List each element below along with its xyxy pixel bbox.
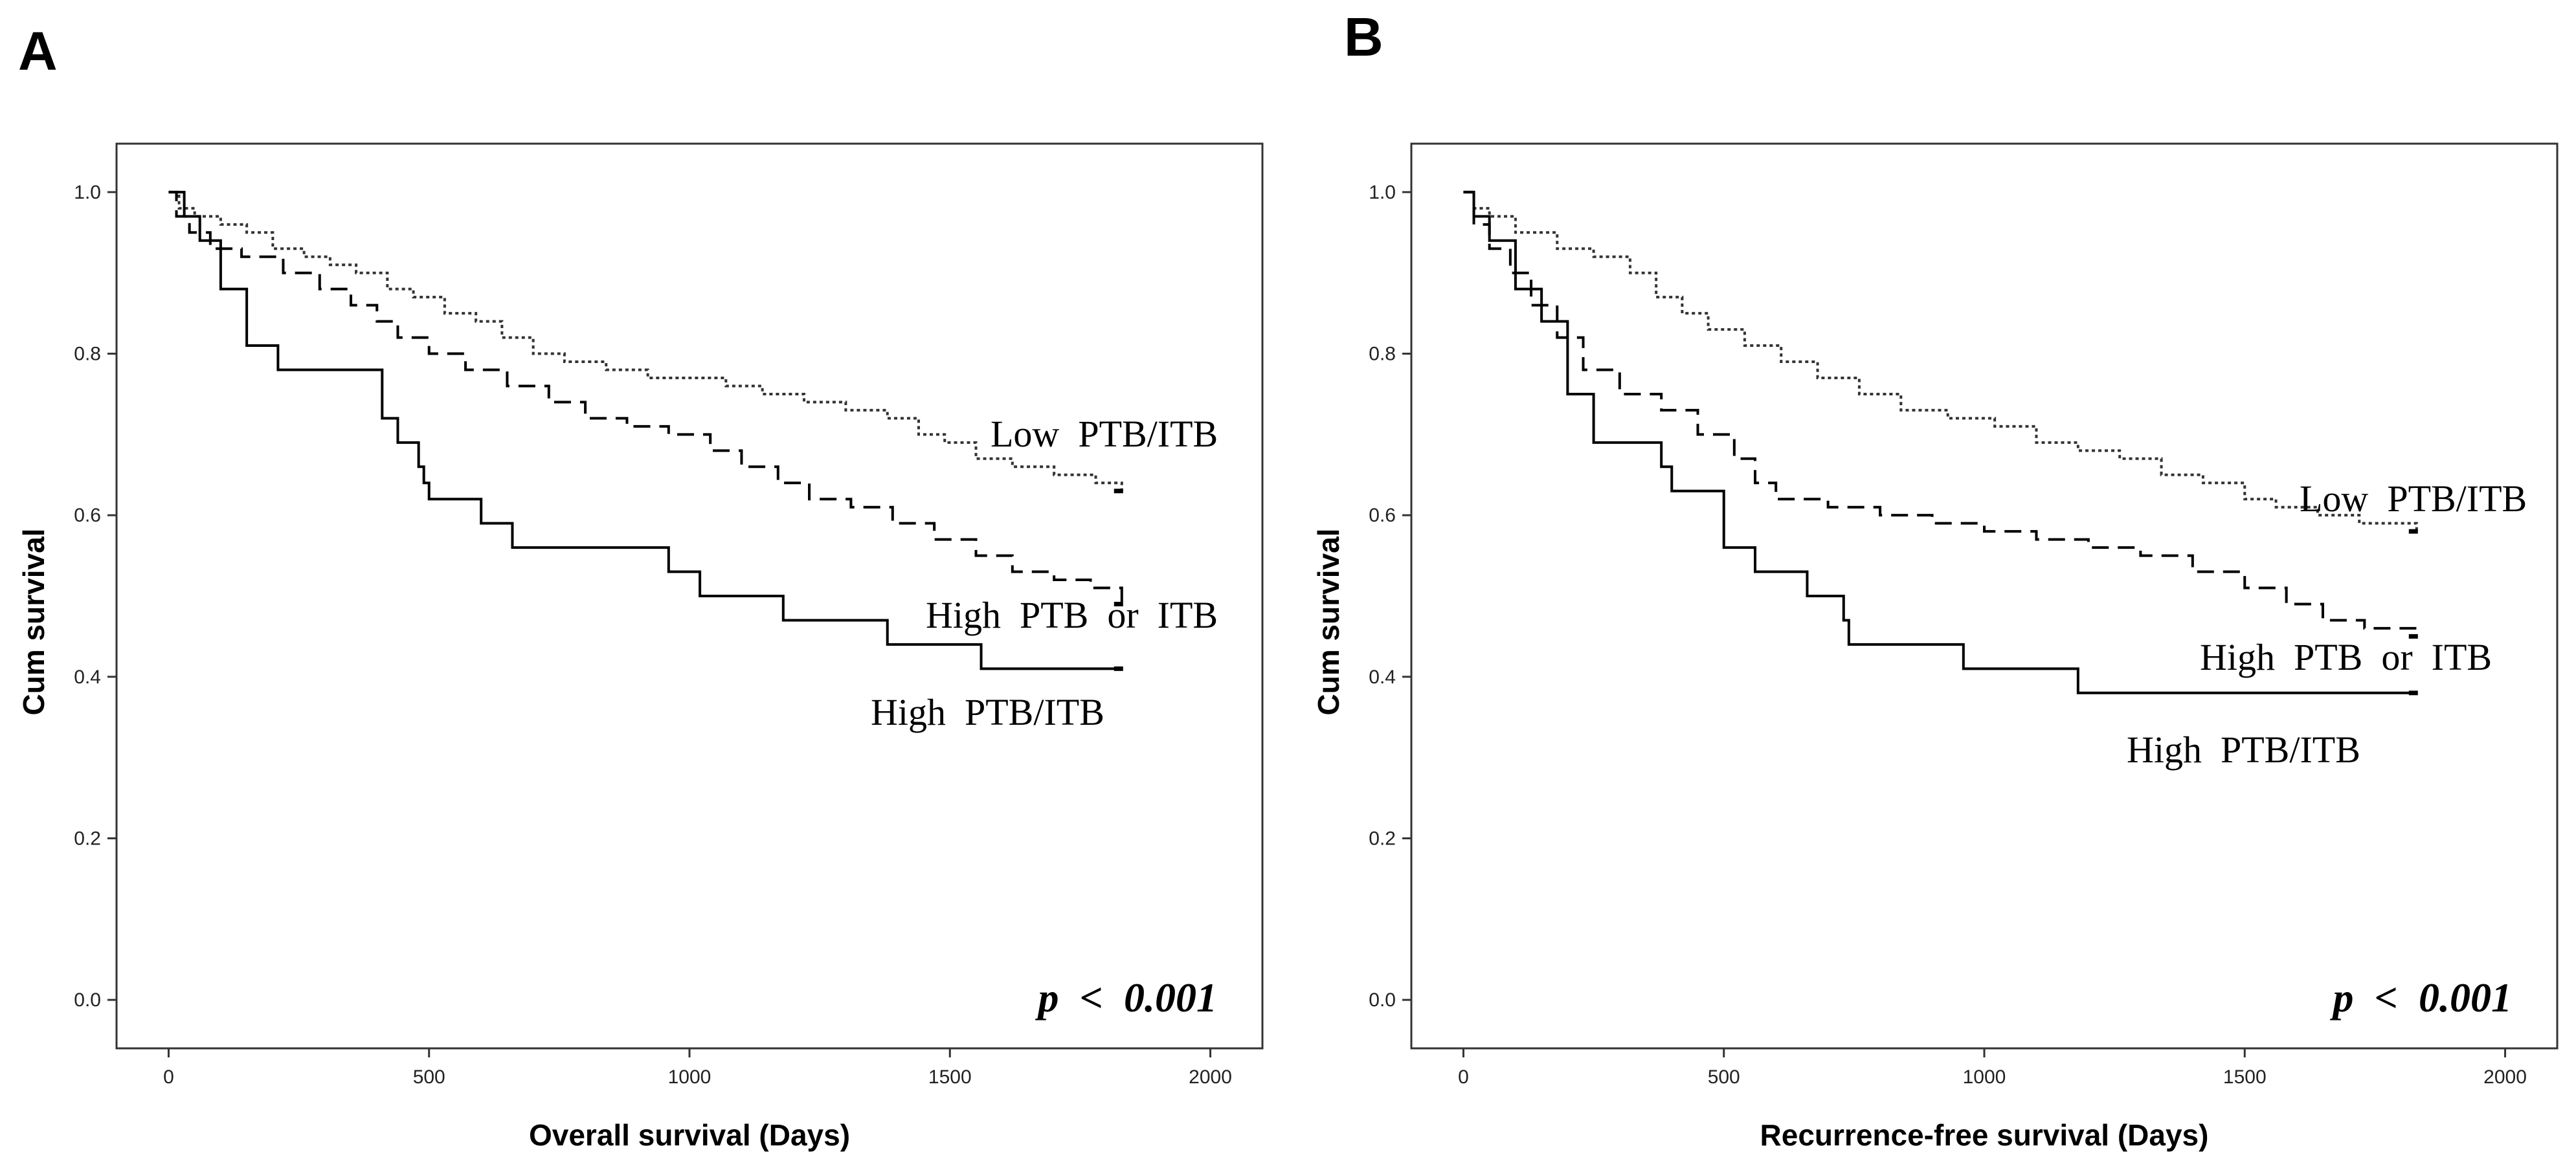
y-tick-label-b: 0.0 — [1369, 989, 1396, 1011]
x-tick-label-a: 0 — [163, 1066, 174, 1088]
y-tick-label-b: 0.6 — [1369, 505, 1396, 526]
x-tick-label-b: 500 — [1708, 1066, 1740, 1088]
x-tick-label-b: 1500 — [2223, 1066, 2267, 1088]
panel-a-overall-survival: A 0.0 0.2 0.4 0.6 0.8 1.0 0 500 1000 1500 2000 Overa… — [17, 21, 1264, 1152]
km-curve-low-ptb-itb-a — [168, 190, 1123, 491]
y-tick-label-a: 1.0 — [74, 182, 101, 203]
curve-label-low-ptb-itb-b: Low PTB/ITB — [2300, 478, 2527, 520]
y-axis-title-b: Cum survival — [1312, 529, 1345, 716]
y-tick-label-b: 0.2 — [1369, 828, 1396, 849]
x-tick-label-b: 2000 — [2483, 1066, 2527, 1088]
x-axis-title-b: Recurrence-free survival (Days) — [1760, 1118, 2209, 1152]
y-axis-title-a: Cum survival — [17, 529, 50, 716]
km-curve-high-ptb-itb-a — [168, 190, 1122, 670]
y-tick-label-b: 0.4 — [1369, 667, 1396, 688]
panel-b-recurrence-free-survival: B 0.0 0.2 0.4 0.6 0.8 1.0 0 500 1000 1500 2000 Recur… — [1312, 6, 2559, 1152]
x-tick-label-a: 1000 — [668, 1066, 711, 1088]
curve-label-high-ptb-itb-b: High PTB/ITB — [2127, 729, 2360, 771]
x-axis-title-a: Overall survival (Days) — [529, 1118, 850, 1152]
x-tick-label-a: 500 — [413, 1066, 445, 1088]
y-tick-label-a: 0.0 — [74, 989, 101, 1011]
y-tick-label-a: 0.8 — [74, 344, 101, 365]
panel-letter-a: A — [18, 21, 58, 82]
panel-letter-b: B — [1344, 6, 1383, 67]
km-curve-high-ptb-or-itb-a — [168, 190, 1123, 604]
curve-label-high-ptb-itb-a: High PTB/ITB — [871, 691, 1104, 733]
km-curve-high-ptb-itb-b — [1463, 190, 2417, 694]
p-value-a: p < 0.001 — [1035, 975, 1217, 1021]
plot-frame-b — [1410, 142, 2559, 1050]
y-tick-label-b: 1.0 — [1369, 182, 1396, 203]
x-tick-label-a: 1500 — [928, 1066, 972, 1088]
curve-label-high-ptb-or-itb-a: High PTB or ITB — [926, 594, 1218, 636]
p-value-b: p < 0.001 — [2330, 975, 2512, 1021]
y-tick-label-a: 0.6 — [74, 505, 101, 526]
km-curve-low-ptb-itb-b — [1463, 190, 2418, 532]
km-curve-high-ptb-or-itb-b — [1463, 190, 2418, 637]
curve-label-high-ptb-or-itb-b: High PTB or ITB — [2200, 636, 2492, 678]
x-tick-label-b: 0 — [1458, 1066, 1469, 1088]
y-tick-label-b: 0.8 — [1369, 344, 1396, 365]
x-tick-label-a: 2000 — [1189, 1066, 1232, 1088]
x-tick-label-b: 1000 — [1963, 1066, 2006, 1088]
y-tick-label-a: 0.4 — [74, 667, 101, 688]
curve-label-low-ptb-itb-a: Low PTB/ITB — [991, 413, 1218, 455]
y-tick-label-a: 0.2 — [74, 828, 101, 849]
